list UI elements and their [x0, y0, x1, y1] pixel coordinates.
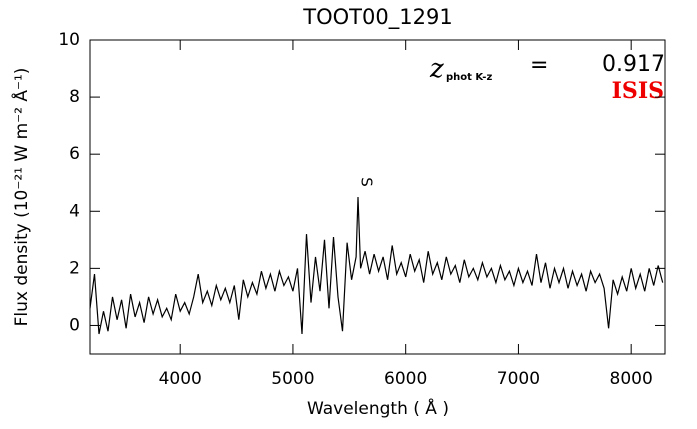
x-tick-label: 7000	[497, 369, 540, 389]
y-tick-label: 6	[69, 144, 80, 164]
x-tick-label: 8000	[610, 369, 653, 389]
plot-frame	[89, 39, 666, 355]
line-label: S	[358, 177, 376, 187]
y-axis-label: Flux density (10⁻²¹ W m⁻² Å⁻¹)	[10, 68, 32, 327]
spectrum-line	[89, 196, 664, 335]
z-subscript: phot K-z	[446, 72, 492, 83]
y-tick-label: 8	[69, 87, 80, 107]
equals: =	[530, 53, 548, 78]
x-axis-label: Wavelength ( Å )	[307, 397, 449, 419]
y-tick-label: 2	[69, 258, 80, 278]
z-value: 0.917	[602, 52, 665, 77]
y-tick-label: 10	[58, 30, 80, 50]
y-tick-label: 0	[69, 315, 80, 335]
chart-title: TOOT00_1291	[302, 5, 452, 30]
instrument-label: ISIS	[612, 78, 664, 104]
x-tick-label: 4000	[159, 369, 202, 389]
x-tick-label: 5000	[271, 369, 314, 389]
y-tick-label: 4	[69, 201, 80, 221]
x-tick-label: 6000	[384, 369, 427, 389]
z-symbol: z	[429, 54, 444, 84]
